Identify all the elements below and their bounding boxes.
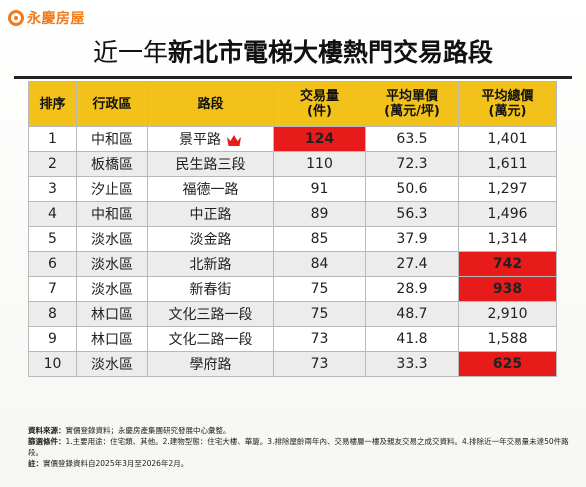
cell-volume: 85 [273, 226, 366, 252]
cell-district: 淡水區 [76, 251, 148, 277]
table-row: 1 中和區 景平路 124 63.5 1,401 [28, 126, 557, 152]
table-row: 9 林口區 文化二路一段 73 41.8 1,588 [28, 326, 557, 352]
cell-rank: 9 [28, 326, 77, 352]
cell-road: 中正路 [147, 201, 274, 227]
cell-district: 淡水區 [76, 351, 148, 377]
table-header-row: 排序 行政區 路段 交易量 (件) 平均單價 (萬元/坪) 平均總價 (萬元) [28, 81, 557, 127]
cell-district: 林口區 [76, 301, 148, 327]
cell-road: 學府路 [147, 351, 274, 377]
cell-total-price: 625 [458, 351, 557, 377]
cell-total-price: 1,588 [458, 326, 557, 352]
cell-total-price: 938 [458, 276, 557, 302]
crown-icon [227, 135, 241, 146]
cell-unit-price: 50.6 [365, 176, 459, 202]
brand-logo: 永慶房屋 [8, 7, 85, 29]
cell-volume: 75 [273, 276, 366, 302]
cell-unit-price: 41.8 [365, 326, 459, 352]
cell-volume: 89 [273, 201, 366, 227]
cell-volume: 110 [273, 151, 366, 177]
title-underline [14, 76, 572, 79]
cell-road: 新春街 [147, 276, 274, 302]
cell-unit-price: 27.4 [365, 251, 459, 277]
cell-total-price: 1,611 [458, 151, 557, 177]
cell-total-price: 1,496 [458, 201, 557, 227]
table-body: 1 中和區 景平路 124 63.5 1,401 2 板橋區 民生路三段 110 72.3 1,611… [28, 126, 557, 377]
cell-rank: 2 [28, 151, 77, 177]
cell-road: 福德一路 [147, 176, 274, 202]
cell-volume: 91 [273, 176, 366, 202]
cell-road: 淡金路 [147, 226, 274, 252]
filter-note: 篩選條件：1.主要用途：住宅類、其他。2.建物型態：住宅大樓、華廈。3.排除屋齡… [28, 437, 569, 457]
source-note: 資料來源：實價登錄資料；永慶房產集團研究發展中心彙整。 [28, 426, 231, 435]
header-total-price: 平均總價 (萬元) [458, 81, 557, 127]
ranking-table: 排序 行政區 路段 交易量 (件) 平均單價 (萬元/坪) 平均總價 (萬元) … [28, 81, 557, 377]
cell-rank: 6 [28, 251, 77, 277]
cell-volume: 84 [273, 251, 366, 277]
cell-unit-price: 56.3 [365, 201, 459, 227]
cell-rank: 4 [28, 201, 77, 227]
header-volume: 交易量 (件) [273, 81, 366, 127]
header-rank: 排序 [28, 81, 77, 127]
cell-district: 中和區 [76, 201, 148, 227]
table-row: 10 淡水區 學府路 73 33.3 625 [28, 351, 557, 377]
cell-rank: 10 [28, 351, 77, 377]
table-row: 6 淡水區 北新路 84 27.4 742 [28, 251, 557, 277]
cell-district: 淡水區 [76, 276, 148, 302]
cell-volume: 73 [273, 326, 366, 352]
brand-name: 永慶房屋 [27, 11, 85, 27]
cell-total-price: 2,910 [458, 301, 557, 327]
cell-total-price: 742 [458, 251, 557, 277]
table-row: 5 淡水區 淡金路 85 37.9 1,314 [28, 226, 557, 252]
table-row: 3 汐止區 福德一路 91 50.6 1,297 [28, 176, 557, 202]
cell-unit-price: 28.9 [365, 276, 459, 302]
title-prefix: 近一年 [92, 38, 168, 67]
table-row: 4 中和區 中正路 89 56.3 1,496 [28, 201, 557, 227]
cell-total-price: 1,297 [458, 176, 557, 202]
table-row: 2 板橋區 民生路三段 110 72.3 1,611 [28, 151, 557, 177]
header-road: 路段 [147, 81, 274, 127]
cell-road: 景平路 [147, 126, 274, 152]
cell-rank: 5 [28, 226, 77, 252]
header-district: 行政區 [76, 81, 148, 127]
cell-district: 淡水區 [76, 226, 148, 252]
cell-unit-price: 48.7 [365, 301, 459, 327]
date-note: 註：實價登錄資料自2025年3月至2026年2月。 [28, 459, 189, 468]
cell-road: 北新路 [147, 251, 274, 277]
table-row: 7 淡水區 新春街 75 28.9 938 [28, 276, 557, 302]
brand-ring-icon [8, 10, 24, 26]
footnotes: 資料來源：實價登錄資料；永慶房產集團研究發展中心彙整。 篩選條件：1.主要用途：… [28, 425, 576, 469]
cell-unit-price: 37.9 [365, 226, 459, 252]
page-title: 近一年新北市電梯大樓熱門交易路段 [0, 38, 586, 68]
cell-road: 文化二路一段 [147, 326, 274, 352]
cell-unit-price: 63.5 [365, 126, 459, 152]
cell-rank: 1 [28, 126, 77, 152]
cell-rank: 3 [28, 176, 77, 202]
cell-road: 文化三路一段 [147, 301, 274, 327]
table-row: 8 林口區 文化三路一段 75 48.7 2,910 [28, 301, 557, 327]
cell-district: 板橋區 [76, 151, 148, 177]
cell-volume: 75 [273, 301, 366, 327]
cell-volume: 73 [273, 351, 366, 377]
cell-district: 中和區 [76, 126, 148, 152]
cell-road: 民生路三段 [147, 151, 274, 177]
cell-rank: 8 [28, 301, 77, 327]
cell-district: 汐止區 [76, 176, 148, 202]
cell-unit-price: 72.3 [365, 151, 459, 177]
cell-district: 林口區 [76, 326, 148, 352]
cell-total-price: 1,401 [458, 126, 557, 152]
cell-unit-price: 33.3 [365, 351, 459, 377]
cell-total-price: 1,314 [458, 226, 557, 252]
header-unit-price: 平均單價 (萬元/坪) [365, 81, 459, 127]
cell-volume: 124 [273, 126, 366, 152]
title-main: 新北市電梯大樓熱門交易路段 [168, 38, 494, 67]
cell-rank: 7 [28, 276, 77, 302]
